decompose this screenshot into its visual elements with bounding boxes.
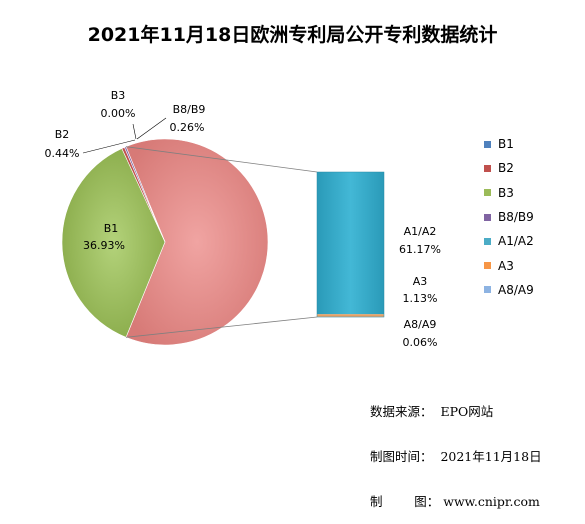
source-note: 数据来源： EPO网站 制图时间： 2021年11月18日 制 图： www.c…	[370, 374, 542, 524]
bar-label-a3-name: A3	[413, 275, 428, 288]
author-line: 制 图： www.cnipr.com	[370, 494, 542, 509]
legend-item-b3: B3	[484, 181, 574, 205]
legend-swatch	[484, 262, 491, 269]
legend-swatch	[484, 238, 491, 245]
legend-item-a1-a2: A1/A2	[484, 229, 574, 253]
leader-line-b3	[133, 124, 136, 139]
bar-segment-a1-a2	[317, 172, 384, 314]
slice-label-b3-name: B3	[111, 89, 126, 102]
legend-item-b1: B1	[484, 132, 574, 156]
legend-swatch	[484, 286, 491, 293]
legend-label: B8/B9	[498, 210, 534, 224]
legend-item-b8-b9: B8/B9	[484, 205, 574, 229]
source-line: 数据来源： EPO网站	[370, 404, 542, 419]
legend-item-b2: B2	[484, 156, 574, 180]
slice-label-b8b9-value: 0.26%	[170, 121, 205, 134]
bar-label-a8-a9-name: A8/A9	[404, 318, 437, 331]
legend-swatch	[484, 214, 491, 221]
legend-label: B1	[498, 137, 514, 151]
leader-line-b8b9	[137, 118, 166, 139]
bar-label-a8-a9-value: 0.06%	[403, 336, 438, 349]
bar-segment-a3	[317, 314, 384, 317]
legend-swatch	[484, 189, 491, 196]
legend-swatch	[484, 141, 491, 148]
legend-label: A3	[498, 259, 514, 273]
slice-label-b3-value: 0.00%	[101, 107, 136, 120]
slice-label-b8b9-name: B8/B9	[173, 103, 206, 116]
legend-label: A8/A9	[498, 283, 534, 297]
slice-label-b2-name: B2	[55, 128, 70, 141]
slice-label-b1-name: B1	[104, 222, 119, 235]
legend-item-a8-a9: A8/A9	[484, 278, 574, 302]
bar-label-a3-value: 1.13%	[403, 292, 438, 305]
date-line: 制图时间： 2021年11月18日	[370, 449, 542, 464]
legend-label: B3	[498, 186, 514, 200]
bar-label-a1-a2-name: A1/A2	[404, 225, 437, 238]
legend-label: A1/A2	[498, 234, 534, 248]
legend-label: B2	[498, 161, 514, 175]
legend: B1 B2 B3 B8/B9 A1/A2 A3 A8/A9	[484, 132, 574, 302]
legend-swatch	[484, 165, 491, 172]
bar-label-a1-a2-value: 61.17%	[399, 243, 441, 256]
slice-label-b1-value: 36.93%	[83, 239, 125, 252]
slice-label-b2-value: 0.44%	[45, 147, 80, 160]
legend-item-a3: A3	[484, 253, 574, 277]
